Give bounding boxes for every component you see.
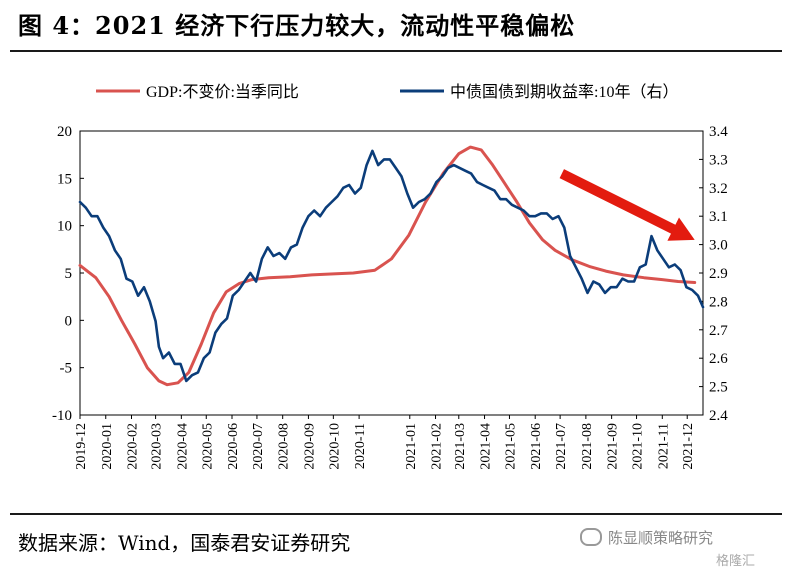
left-tick-label: 10 — [57, 219, 72, 235]
right-tick-label: 3.4 — [709, 124, 728, 140]
x-tick-label: 2020-06 — [226, 423, 241, 470]
right-tick-label: 2.4 — [709, 408, 728, 424]
right-tick-label: 2.8 — [709, 294, 728, 310]
gdp-line — [78, 145, 697, 387]
left-tick-label: 5 — [65, 266, 73, 282]
legend: GDP:不变价:当季同比 中债国债到期收益率:10年（右） — [96, 83, 678, 101]
x-tick-label: 2021-06 — [529, 423, 544, 470]
x-tick-label: 2021-08 — [580, 423, 595, 470]
right-tick-label: 3.2 — [709, 181, 728, 197]
left-tick-label: -5 — [60, 361, 73, 377]
left-tick-label: 20 — [57, 124, 72, 140]
source-note: 数据来源：Wind，国泰君安证券研究 — [18, 531, 351, 555]
x-tick-label: 2021-10 — [631, 423, 646, 470]
x-tick-label: 2020-03 — [150, 423, 165, 470]
downtrend-arrow — [559, 169, 695, 241]
left-tick-label: -10 — [52, 408, 72, 424]
x-tick-label: 2020-04 — [175, 423, 190, 470]
x-tick-label: 2021-02 — [430, 423, 445, 470]
legend-label-bond: 中债国债到期收益率:10年（右） — [450, 83, 678, 101]
right-tick-label: 2.5 — [709, 380, 728, 396]
top-rule — [10, 50, 782, 52]
watermark-logo: 格隆汇 — [716, 554, 756, 569]
figure-title: 图 4：2021 经济下行压力较大，流动性平稳偏松 — [18, 11, 576, 40]
watermark: 陈显顺策略研究 — [580, 527, 713, 548]
right-tick-label: 3.1 — [709, 209, 728, 225]
left-tick-label: 15 — [57, 171, 72, 187]
right-tick-label: 2.7 — [709, 323, 728, 339]
x-tick-label: 2021-12 — [681, 423, 696, 470]
right-tick-label: 2.9 — [709, 266, 728, 282]
x-tick-label: 2021-04 — [479, 423, 494, 470]
right-tick-label: 3.3 — [709, 152, 728, 168]
x-tick-label: 2020-11 — [353, 423, 368, 469]
x-tick-label: 2020-09 — [302, 423, 317, 470]
x-tick-label: 2021-11 — [656, 423, 671, 469]
x-tick-label: 2020-01 — [100, 423, 115, 470]
right-tick-label: 2.6 — [709, 351, 728, 367]
x-tick-label: 2021-01 — [404, 423, 419, 470]
wechat-icon — [580, 528, 602, 546]
watermark-text: 陈显顺策略研究 — [608, 529, 714, 547]
chart: GDP:不变价:当季同比 中债国债到期收益率:10年（右） -10 -5 0 5 10 1… — [52, 83, 728, 470]
x-tick-label: 2020-10 — [327, 423, 342, 470]
x-tick-label: 2021-05 — [503, 423, 518, 470]
x-tick-label: 2020-08 — [277, 423, 292, 470]
legend-label-gdp: GDP:不变价:当季同比 — [146, 83, 299, 101]
x-tick-label: 2019-12 — [74, 423, 89, 470]
right-tick-label: 3.0 — [709, 238, 728, 254]
bottom-rule — [10, 513, 782, 515]
bond-yield-line — [78, 149, 705, 383]
left-tick-label: 0 — [65, 313, 73, 329]
x-tick-label: 2020-05 — [200, 423, 215, 470]
x-tick-label: 2020-02 — [126, 423, 141, 470]
x-tick-label: 2021-09 — [606, 423, 621, 470]
x-tick-label: 2021-07 — [554, 423, 569, 470]
x-tick-label: 2021-03 — [453, 423, 468, 470]
x-tick-label: 2020-07 — [251, 423, 266, 470]
